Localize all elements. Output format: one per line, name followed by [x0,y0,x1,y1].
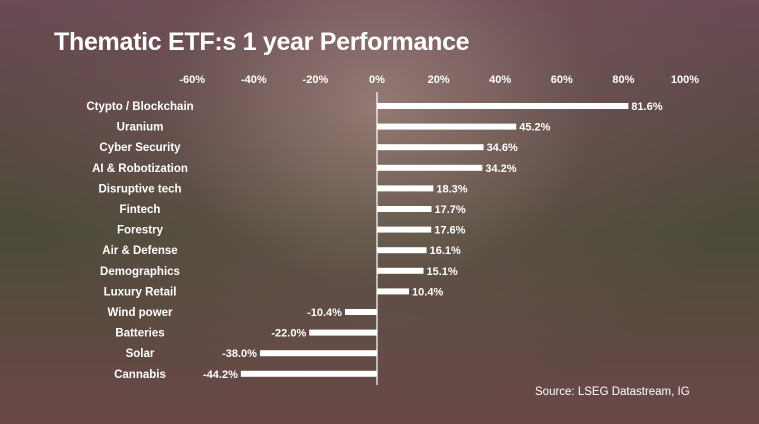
bar [377,185,434,192]
x-tick-label: 60% [551,74,573,86]
category-label: Disruptive tech [98,183,181,195]
category-label: Solar [126,348,155,360]
x-tick-label: 80% [612,74,634,86]
bar [377,288,410,295]
data-label: -10.4% [307,307,342,319]
category-label: Demographics [100,266,180,278]
chart-title: Thematic ETF:s 1 year Performance [54,28,470,56]
bar [344,309,377,315]
x-tick-label: 40% [489,74,511,86]
data-label: -44.2% [203,369,238,381]
bar [240,370,377,377]
x-tick-label: -20% [303,74,329,86]
source-note: Source: LSEG Datastream, IG [535,386,690,398]
x-tick-label: 0% [369,74,385,86]
category-label: Air & Defense [102,245,177,257]
category-label: Wind power [107,307,173,319]
data-label: 16.1% [430,245,461,257]
data-label: 17.7% [435,204,466,216]
category-label: Cannabis [114,369,166,381]
x-tick-label: 20% [428,74,450,86]
x-tick-label: 100% [671,74,699,86]
bar [377,206,432,212]
bar [259,350,377,357]
category-label: Uranium [117,122,164,134]
data-label: 15.1% [427,266,458,278]
data-label: -22.0% [271,328,306,340]
data-label: 18.3% [436,183,467,195]
category-label: Ctypto / Blockchain [86,101,193,113]
bar [309,329,377,336]
x-tick-label: -40% [241,74,267,86]
bar [377,144,484,151]
data-label: -38.0% [222,348,257,360]
category-label: Forestry [117,225,164,237]
data-label: 45.2% [519,122,550,134]
category-label: Luxury Retail [104,286,177,298]
bar [377,267,424,274]
category-label: Cyber Security [99,142,181,154]
data-label: 17.6% [434,225,465,237]
bar [377,247,427,254]
bar [377,226,432,233]
bar [377,103,629,109]
x-tick-label: -60% [179,74,205,86]
bar [377,164,483,171]
data-label: 34.2% [485,163,516,175]
data-label: 81.6% [631,101,662,113]
data-label: 10.4% [412,286,443,298]
category-label: AI & Robotization [92,163,188,175]
bar [377,123,517,130]
data-label: 34.6% [487,142,518,154]
category-label: Batteries [115,328,164,340]
category-label: Fintech [120,204,161,216]
